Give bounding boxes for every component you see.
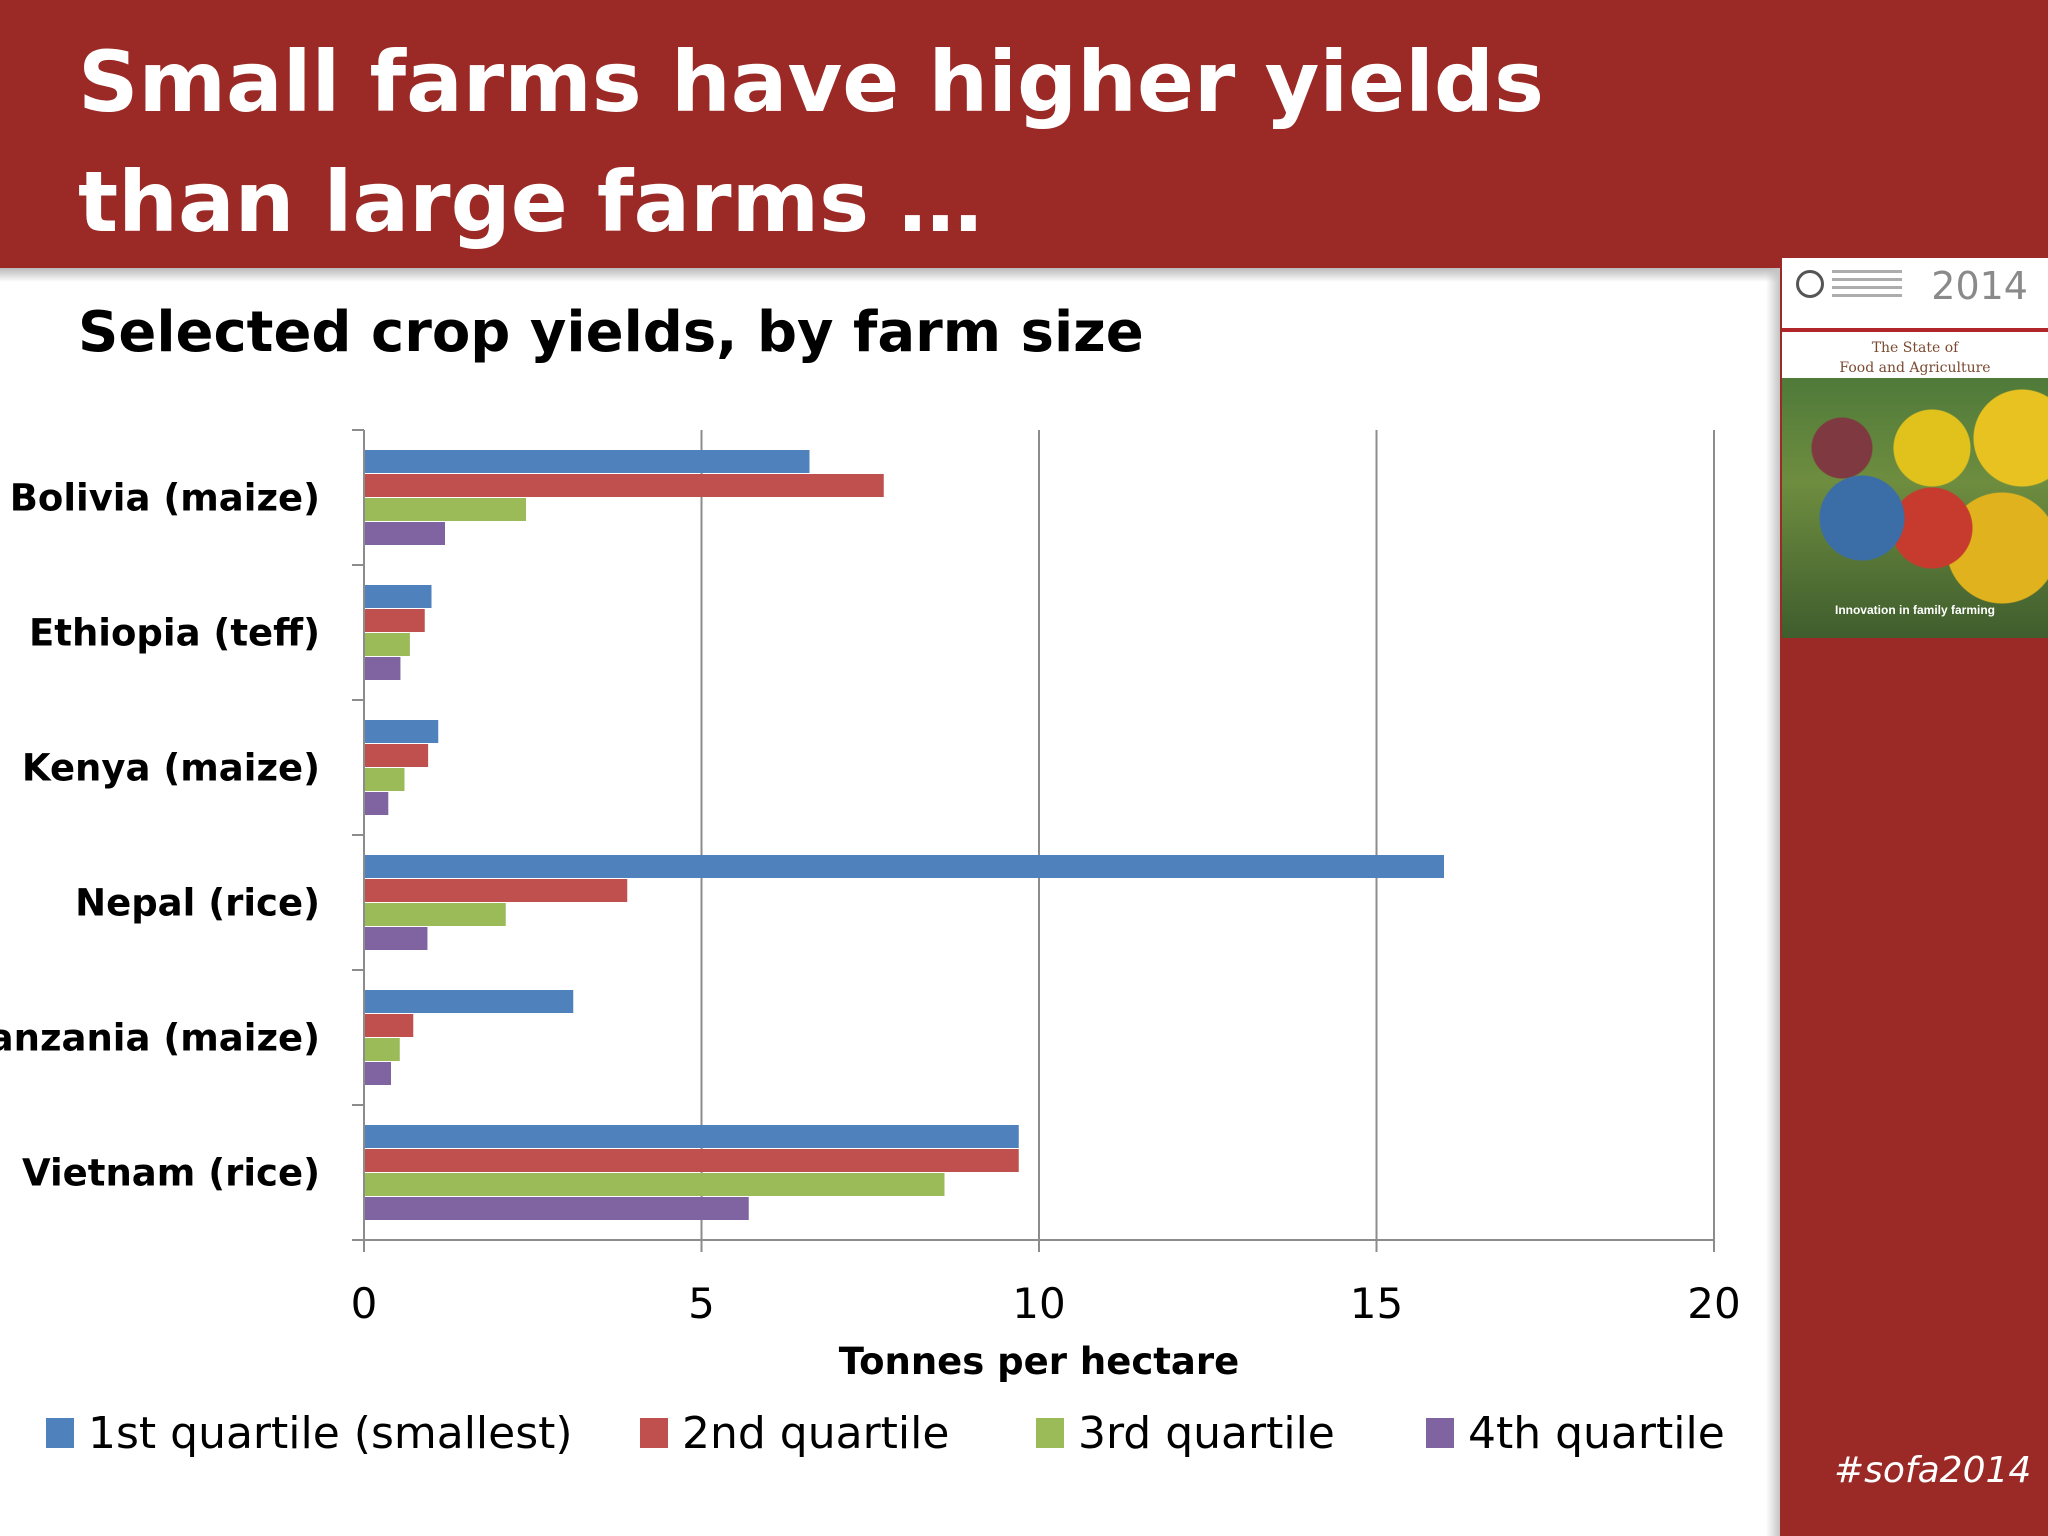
bar-chart: Bolivia (maize) Ethiopia (teff) Kenya (mai…	[0, 429, 1741, 1459]
category-labels: Bolivia (maize) Ethiopia (teff) Kenya (mai…	[0, 477, 320, 1195]
bar	[365, 522, 445, 545]
cover-photo	[1782, 378, 2048, 638]
legend-item: 3rd quartile	[1036, 1408, 1335, 1459]
gridlines	[700, 430, 1715, 1240]
bar	[365, 903, 506, 926]
bar	[365, 633, 410, 656]
x-axis-title: Tonnes per hectare	[839, 1340, 1240, 1383]
title-banner: Small farms have higher yields than larg…	[0, 0, 2048, 268]
bar	[365, 1125, 1019, 1148]
bar	[365, 744, 429, 767]
fao-logo-icon	[1796, 270, 1824, 298]
side-shadow	[1766, 268, 1780, 1536]
category-label: Nepal (rice)	[75, 882, 320, 925]
bar	[365, 474, 884, 497]
cover-subtitle: The State of Food and Agriculture	[1782, 338, 2048, 378]
legend-swatch	[46, 1418, 74, 1448]
bar	[365, 1014, 414, 1037]
legend-label: 1st quartile (smallest)	[88, 1408, 573, 1459]
banner-shadow	[0, 268, 1780, 282]
category-label: Vietnam (rice)	[22, 1152, 320, 1195]
legend-swatch	[1036, 1418, 1064, 1448]
cover-subtitle-line1: The State of	[1871, 340, 1959, 356]
hashtag: #sofa2014	[1834, 1450, 2032, 1491]
bar	[365, 720, 439, 743]
bar	[365, 927, 428, 950]
legend-swatch	[1426, 1418, 1454, 1448]
legend: 1st quartile (smallest) 2nd quartile 3rd q…	[46, 1408, 1725, 1459]
bar	[365, 609, 425, 632]
cover-subtitle-line2: Food and Agriculture	[1839, 360, 1991, 376]
bars	[365, 450, 1444, 1220]
bar	[365, 990, 574, 1013]
bar	[365, 450, 810, 473]
cover-caption: Innovation in family farming	[1834, 603, 1995, 617]
legend-item: 4th quartile	[1426, 1408, 1725, 1459]
legend-item: 2nd quartile	[640, 1408, 949, 1459]
x-tick-label: 10	[1012, 1279, 1065, 1328]
cover-band	[1782, 328, 2048, 332]
axes	[352, 429, 1715, 1252]
report-cover-thumbnail: 2014 The State of Food and Agriculture I…	[1782, 258, 2048, 638]
bar	[365, 498, 526, 521]
legend-label: 4th quartile	[1468, 1408, 1725, 1459]
x-tick-labels: 0 5 10 15 20	[351, 1279, 1741, 1328]
bar	[365, 792, 389, 815]
bar	[365, 879, 628, 902]
legend-label: 2nd quartile	[682, 1408, 949, 1459]
category-label: Ethiopia (teff)	[29, 612, 320, 655]
chart-title: Selected crop yields, by farm size	[78, 300, 1144, 365]
x-tick-label: 15	[1350, 1279, 1403, 1328]
bar	[365, 585, 432, 608]
bar	[365, 855, 1444, 878]
bar	[365, 1149, 1019, 1172]
bar	[365, 657, 401, 680]
slide-title: Small farms have higher yields than larg…	[78, 33, 1545, 251]
bar	[365, 1062, 391, 1085]
x-tick-label: 0	[351, 1279, 378, 1328]
bar	[365, 1038, 400, 1061]
category-label: Tanzania (maize)	[0, 1017, 320, 1060]
x-tick-label: 5	[688, 1279, 715, 1328]
legend-label: 3rd quartile	[1078, 1408, 1335, 1459]
legend-item: 1st quartile (smallest)	[46, 1408, 573, 1459]
bar	[365, 1173, 945, 1196]
x-tick-label: 20	[1687, 1279, 1740, 1328]
category-label: Kenya (maize)	[22, 747, 320, 790]
bar	[365, 1197, 749, 1220]
category-label: Bolivia (maize)	[10, 477, 320, 520]
cover-year: 2014	[1931, 264, 2028, 308]
legend-swatch	[640, 1418, 668, 1448]
bar	[365, 768, 405, 791]
fao-logo-text	[1832, 270, 1902, 302]
